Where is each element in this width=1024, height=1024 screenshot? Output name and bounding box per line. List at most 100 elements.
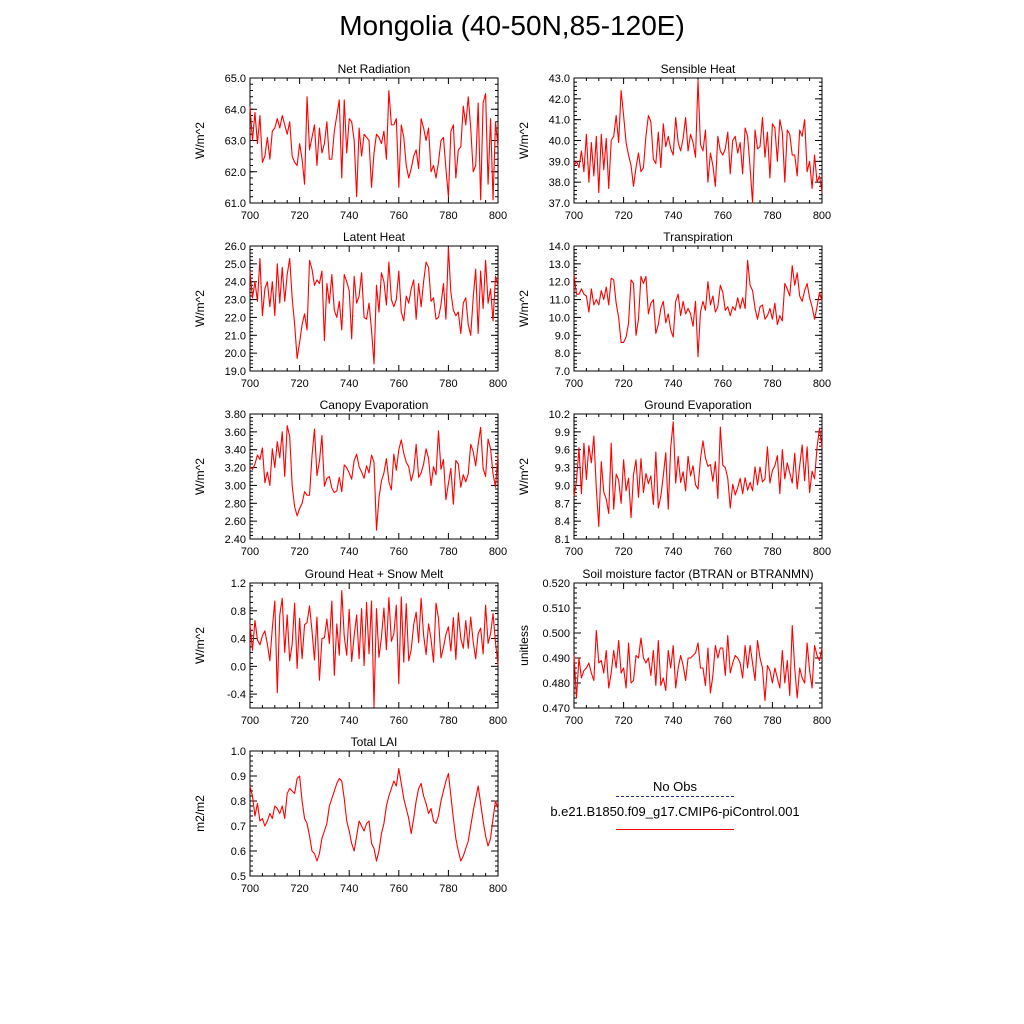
y-tick-label: 0.470 bbox=[542, 703, 570, 715]
chart-panel: Net Radiation 700 720 740 760 780 800 61.0 62.0 6… bbox=[193, 62, 507, 222]
legend: No Obs b.e21.B1850.f09_g17.CMIP6-piContr… bbox=[520, 778, 830, 830]
x-tick-label: 720 bbox=[614, 546, 632, 558]
x-tick-label: 760 bbox=[390, 883, 408, 895]
y-tick-label: 43.0 bbox=[549, 73, 570, 85]
chart-panel: Transpiration 700 720 740 760 780 800 7.0 8.0 9.0… bbox=[517, 230, 831, 390]
x-tick-label: 780 bbox=[439, 546, 457, 558]
chart-panel: Sensible Heat 700 720 740 760 780 800 37.0 38.0 3… bbox=[517, 62, 831, 222]
y-tick-label: 8.0 bbox=[555, 348, 570, 360]
y-tick-label: 20.0 bbox=[225, 348, 246, 360]
y-tick-label: 11.0 bbox=[549, 295, 570, 307]
x-tick-label: 760 bbox=[714, 546, 732, 558]
y-tick-label: 64.0 bbox=[225, 104, 246, 116]
x-tick-label: 740 bbox=[664, 210, 682, 222]
y-tick-label: 8.1 bbox=[555, 534, 570, 546]
y-axis-label: W/m^2 bbox=[193, 290, 207, 327]
chart-panel: Ground Heat + Snow Melt 700 720 740 760 780 80… bbox=[193, 567, 507, 727]
y-tick-label: 3.40 bbox=[225, 445, 246, 457]
series-line bbox=[573, 624, 823, 702]
x-tick-label: 760 bbox=[390, 546, 408, 558]
y-axis-label: W/m^2 bbox=[193, 122, 207, 159]
y-tick-label: 3.80 bbox=[225, 409, 246, 421]
chart-panel: Latent Heat 700 720 740 760 780 800 19.0 20.0 21.… bbox=[193, 230, 507, 390]
series-line bbox=[249, 247, 499, 365]
plot-frame bbox=[249, 750, 499, 877]
y-tick-label: 2.60 bbox=[225, 516, 246, 528]
series-line bbox=[249, 89, 499, 201]
series-line bbox=[573, 421, 823, 528]
x-tick-label: 720 bbox=[290, 546, 308, 558]
x-tick-label: 740 bbox=[340, 883, 358, 895]
chart-title: Net Radiation bbox=[338, 62, 411, 76]
y-tick-label: 1.2 bbox=[231, 578, 246, 590]
chart-panel: Total LAI 700 720 740 760 780 800 0.5 0.6 0.7 0.8 0… bbox=[193, 735, 507, 895]
x-tick-label: 800 bbox=[489, 883, 507, 895]
y-tick-label: 3.60 bbox=[225, 427, 246, 439]
x-tick-label: 800 bbox=[489, 715, 507, 727]
chart-title: Ground Evaporation bbox=[644, 398, 751, 412]
series-line bbox=[573, 259, 823, 358]
x-tick-label: 700 bbox=[565, 378, 583, 390]
x-tick-label: 720 bbox=[290, 883, 308, 895]
x-tick-label: 780 bbox=[439, 378, 457, 390]
chart-title: Latent Heat bbox=[343, 230, 406, 244]
chart-title: Soil moisture factor (BTRAN or BTRANMN) bbox=[582, 567, 813, 581]
y-tick-label: 0.490 bbox=[542, 653, 570, 665]
y-tick-label: 9.6 bbox=[555, 445, 570, 457]
y-tick-label: 0.7 bbox=[231, 821, 246, 833]
y-tick-label: 21.0 bbox=[225, 330, 246, 342]
y-axis-label: m2/m2 bbox=[193, 795, 207, 832]
x-tick-label: 800 bbox=[813, 210, 831, 222]
y-tick-label: 0.520 bbox=[542, 578, 570, 590]
series-line bbox=[249, 425, 499, 531]
x-tick-label: 800 bbox=[813, 378, 831, 390]
y-tick-label: 9.0 bbox=[555, 480, 570, 492]
y-tick-label: 8.7 bbox=[555, 498, 570, 510]
x-tick-label: 760 bbox=[714, 715, 732, 727]
y-tick-label: 12.0 bbox=[549, 277, 570, 289]
x-tick-label: 800 bbox=[813, 715, 831, 727]
y-tick-label: 0.5 bbox=[231, 871, 246, 883]
y-tick-label: 0.480 bbox=[542, 678, 570, 690]
series-line bbox=[249, 767, 499, 862]
y-tick-label: 13.0 bbox=[549, 259, 570, 271]
page-title: Mongolia (40-50N,85-120E) bbox=[339, 10, 685, 41]
x-tick-label: 720 bbox=[614, 210, 632, 222]
x-tick-label: 780 bbox=[439, 210, 457, 222]
y-tick-label: 0.0 bbox=[231, 661, 246, 673]
x-tick-label: 740 bbox=[664, 378, 682, 390]
x-tick-label: 700 bbox=[241, 378, 259, 390]
x-tick-label: 700 bbox=[241, 883, 259, 895]
x-tick-label: 720 bbox=[614, 715, 632, 727]
y-tick-label: 9.9 bbox=[555, 427, 570, 439]
y-tick-label: 1.0 bbox=[231, 746, 246, 758]
x-tick-label: 780 bbox=[763, 715, 781, 727]
y-tick-label: 0.500 bbox=[542, 628, 570, 640]
x-tick-label: 720 bbox=[290, 210, 308, 222]
x-tick-label: 780 bbox=[439, 883, 457, 895]
legend-model-label: b.e21.B1850.f09_g17.CMIP6-piControl.001 bbox=[550, 804, 800, 819]
x-tick-label: 760 bbox=[390, 378, 408, 390]
x-tick-label: 740 bbox=[664, 546, 682, 558]
y-tick-label: 10.2 bbox=[549, 409, 570, 421]
y-tick-label: 0.6 bbox=[231, 846, 246, 858]
legend-model-line bbox=[616, 829, 734, 830]
x-tick-label: 700 bbox=[241, 210, 259, 222]
x-tick-label: 800 bbox=[489, 546, 507, 558]
x-tick-label: 760 bbox=[714, 210, 732, 222]
y-tick-label: 62.0 bbox=[225, 167, 246, 179]
x-tick-label: 760 bbox=[714, 378, 732, 390]
y-tick-label: 25.0 bbox=[225, 259, 246, 271]
y-tick-label: 0.8 bbox=[231, 606, 246, 618]
y-tick-label: 61.0 bbox=[225, 198, 246, 210]
y-tick-label: 3.20 bbox=[225, 463, 246, 475]
y-tick-label: 10.0 bbox=[549, 312, 570, 324]
chart-title: Sensible Heat bbox=[661, 62, 736, 76]
x-tick-label: 700 bbox=[241, 715, 259, 727]
x-tick-label: 780 bbox=[439, 715, 457, 727]
y-tick-label: 26.0 bbox=[225, 241, 246, 253]
y-tick-label: 41.0 bbox=[549, 115, 570, 127]
series-line bbox=[573, 79, 823, 204]
